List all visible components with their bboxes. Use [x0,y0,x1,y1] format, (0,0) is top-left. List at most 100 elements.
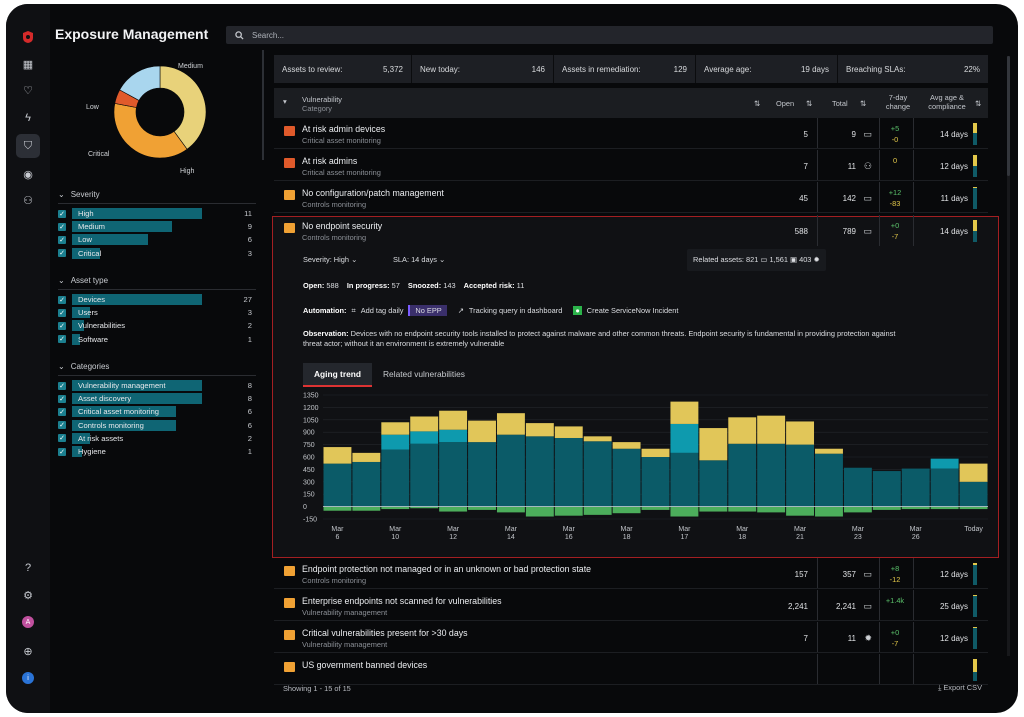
trend-icon: ↗ [457,306,464,315]
settings-gear-icon[interactable]: ⚙ [23,589,33,602]
severity-dropdown[interactable]: Severity: High ⌄ [303,255,358,264]
checkbox-checked-icon[interactable]: ✓ [58,421,66,430]
add-tag-link[interactable]: Add tag daily [360,306,404,315]
categories-filter-header[interactable]: ⌄ Categories [58,362,256,376]
header-total[interactable]: Total [832,99,848,108]
severity-donut-chart[interactable] [110,62,210,162]
table-row[interactable]: At risk admin devices Critical asset mon… [274,118,988,149]
no-epp-tag[interactable]: No EPP [408,305,447,316]
table-row[interactable]: US government banned devices [274,654,988,685]
x-tick-label: Mar [447,526,460,533]
checkbox-checked-icon[interactable]: ✓ [58,295,66,304]
categories-filter: ⌄ Categories ✓ Vulnerability management 8… [58,362,256,458]
chart-bar-segment [815,453,843,507]
filter-item[interactable]: ✓ Devices 27 [58,293,256,306]
header-open[interactable]: Open [776,99,795,108]
checkbox-checked-icon[interactable]: ✓ [58,222,66,231]
filter-bar [72,247,100,259]
panel-resize-handle[interactable] [262,50,264,160]
exposure-shield-icon[interactable]: ⛉ [16,134,40,158]
tab-aging-trend[interactable]: Aging trend [303,363,372,387]
dashboard-icon[interactable]: ▦ [22,58,34,71]
checkbox-checked-icon[interactable]: ✓ [58,381,66,390]
lightning-icon[interactable]: ϟ [25,112,31,124]
main-scrollbar[interactable] [1007,56,1010,656]
checkbox-checked-icon[interactable]: ✓ [58,321,66,330]
aging-trend-chart[interactable]: 1350120010509007506004503001500-150Mar6M… [273,389,998,559]
help-icon[interactable]: ? [24,562,32,574]
table-row[interactable]: At risk admins Critical asset monitoring… [274,150,988,181]
filter-item[interactable]: ✓ Users 3 [58,306,256,319]
donut-segment-medium[interactable] [159,65,207,150]
search-input[interactable]: Search... [226,26,993,44]
table-footer: Showing 1 - 15 of 15 ⤓ Export CSV [274,680,988,700]
info-icon[interactable]: i [22,672,34,684]
shield-heart-icon[interactable]: ♡ [23,84,33,97]
checkbox-checked-icon[interactable]: ✓ [58,235,66,244]
chart-bar-segment [901,468,930,507]
filter-item[interactable]: ✓ Controls monitoring 6 [58,419,256,432]
create-incident-link[interactable]: Create ServiceNow Incident [586,306,679,315]
row-title: Endpoint protection not managed or in an… [302,564,592,574]
donut-segment-high[interactable] [113,103,188,159]
donut-segment-low[interactable] [119,65,161,101]
expand-all-icon[interactable]: ▾ [283,97,287,106]
sort-icon[interactable]: ⇅ [754,99,761,108]
user-avatar[interactable]: A [22,616,34,628]
checkbox-checked-icon[interactable]: ✓ [58,394,66,403]
chart-bar-segment [930,458,959,469]
filter-item[interactable]: ✓ Critical 3 [58,247,256,260]
checkbox-checked-icon[interactable]: ✓ [58,407,66,416]
filter-item[interactable]: ✓ Vulnerabilities 2 [58,319,256,332]
filter-item[interactable]: ✓ Low 6 [58,233,256,246]
table-row[interactable]: No endpoint security Controls monitoring… [274,215,988,246]
chart-bar-segment [496,506,525,513]
header-vulnerability[interactable]: Vulnerability Category [302,95,342,113]
row-category: Vulnerability management [302,640,388,649]
filter-item[interactable]: ✓ Critical asset monitoring 6 [58,405,256,418]
expanded-row-detail: Severity: High ⌄ SLA: 14 days ⌄ Related … [272,216,999,558]
filter-item[interactable]: ✓ At risk assets 2 [58,432,256,445]
header-7-day-change[interactable]: 7-day change [885,93,911,111]
chevron-down-icon: ⌄ [58,190,65,199]
row-avg-age: 12 days [939,634,968,643]
app-window: ▦ ♡ ϟ ⛉ ◉ ⚇ ? ⚙ A ⊕ i Exposure Managemen… [6,4,1018,713]
filter-item[interactable]: ✓ Vulnerability management 8 [58,379,256,392]
stat-assets-to-review: Assets to review: 5,372 [274,55,412,83]
tracking-query-link[interactable]: Tracking query in dashboard [468,306,563,315]
filter-item[interactable]: ✓ Asset discovery 8 [58,392,256,405]
chart-bar-segment [872,471,901,507]
tab-related-vulnerabilities[interactable]: Related vulnerabilities [383,369,465,379]
severity-filter-header[interactable]: ⌄ Severity [58,190,256,204]
sort-icon[interactable]: ⇅ [975,99,982,108]
table-row[interactable]: Critical vulnerabilities present for >30… [274,622,988,653]
asset-type-filter-header[interactable]: ⌄ Asset type [58,276,256,290]
table-row[interactable]: Endpoint protection not managed or in an… [274,558,988,589]
laptop-icon: ▭ [863,601,872,611]
checkbox-checked-icon[interactable]: ✓ [58,447,66,456]
chart-bar-segment [381,449,410,507]
filter-label: Critical asset monitoring [78,407,160,417]
filter-item[interactable]: ✓ Hygiene 1 [58,445,256,458]
users-settings-icon[interactable]: ⚇ [23,194,33,207]
chart-bar-segment [699,460,728,507]
export-csv-button[interactable]: ⤓ Export CSV [938,683,982,692]
checkbox-checked-icon[interactable]: ✓ [58,335,66,344]
filter-count: 6 [247,420,252,430]
sort-icon[interactable]: ⇅ [860,99,867,108]
header-avg-age[interactable]: Avg age & compliance [928,93,966,111]
filter-item[interactable]: ✓ Medium 9 [58,220,256,233]
checkbox-checked-icon[interactable]: ✓ [58,308,66,317]
filter-item[interactable]: ✓ Software 1 [58,333,256,346]
table-row[interactable]: Enterprise endpoints not scanned for vul… [274,590,988,621]
globe-icon[interactable]: ◉ [23,168,33,181]
checkbox-checked-icon[interactable]: ✓ [58,249,66,258]
table-row[interactable]: No configuration/patch management Contro… [274,182,988,213]
checkbox-checked-icon[interactable]: ✓ [58,209,66,218]
sla-dropdown[interactable]: SLA: 14 days ⌄ [393,255,446,264]
sort-icon[interactable]: ⇅ [806,99,813,108]
filter-count: 6 [247,235,252,245]
checkbox-checked-icon[interactable]: ✓ [58,434,66,443]
globe-language-icon[interactable]: ⊕ [23,645,33,658]
filter-item[interactable]: ✓ High 11 [58,207,256,220]
